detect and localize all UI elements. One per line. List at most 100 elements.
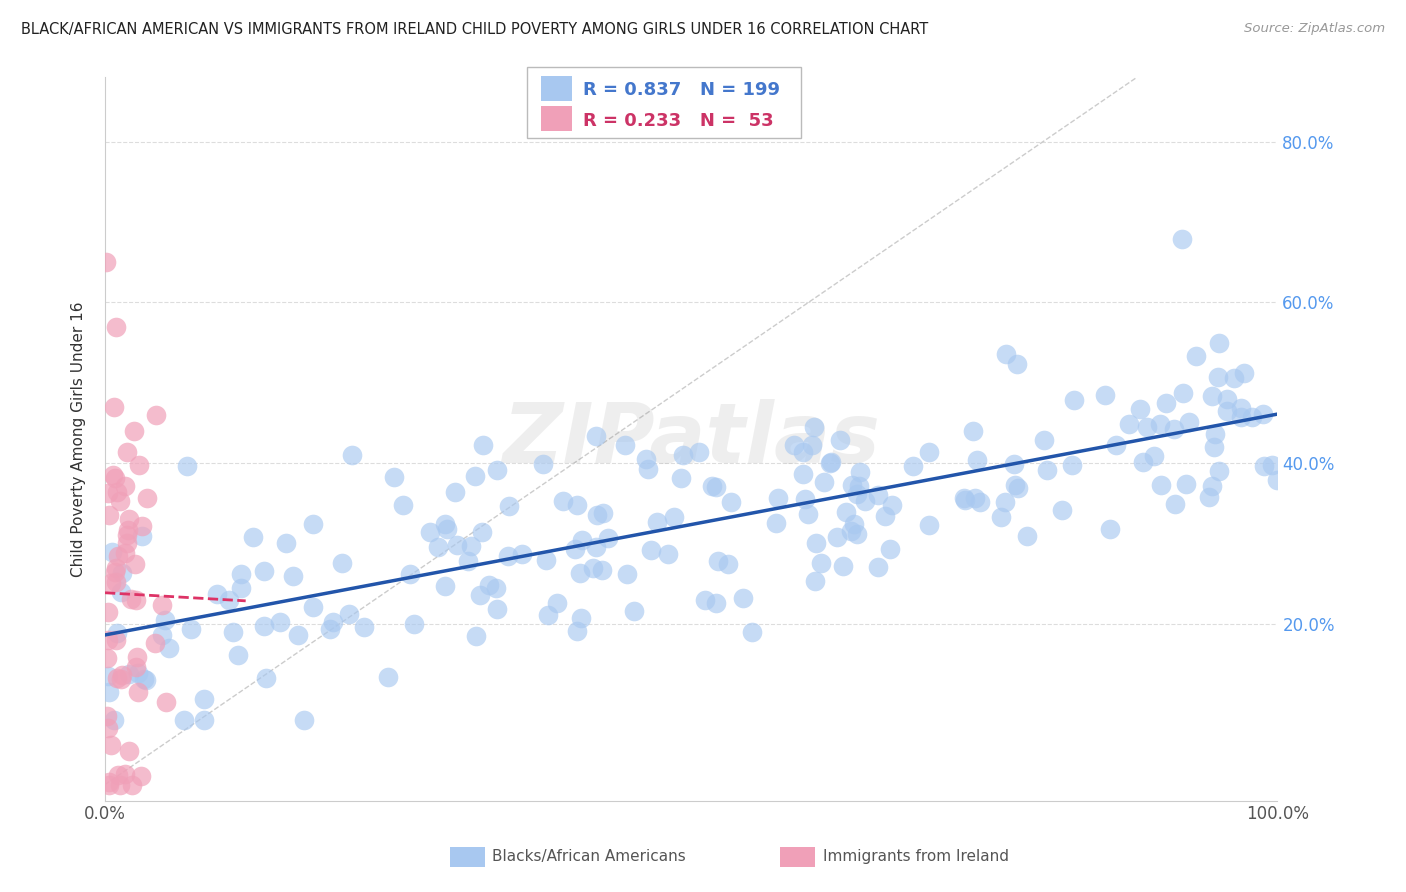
Point [105,561,128,575]
Point [402,617,425,632]
Point [1222,370,1244,384]
Point [111,566,134,581]
Point [693,593,716,607]
Point [1105,437,1128,451]
Point [478,577,501,591]
Point [98,778,121,792]
Point [801,438,824,452]
Point [1062,458,1084,472]
Point [1253,407,1275,421]
Point [1204,427,1226,442]
Point [1136,419,1159,434]
Point [1063,392,1085,407]
Point [1216,392,1239,406]
Point [465,629,488,643]
Point [585,508,607,522]
Point [918,517,941,532]
Point [868,488,890,502]
Point [846,527,869,541]
Point [1185,349,1208,363]
Point [1032,433,1054,447]
Point [657,547,679,561]
Point [330,556,353,570]
Point [496,549,519,564]
Point [1163,422,1185,436]
Y-axis label: Child Poverty Among Girls Under 16: Child Poverty Among Girls Under 16 [72,301,86,577]
Point [242,530,264,544]
Point [131,519,153,533]
Point [803,420,825,434]
Point [145,408,167,422]
Point [353,620,375,634]
Point [846,487,869,501]
Point [804,574,827,589]
Point [882,498,904,512]
Point [104,320,127,334]
Point [103,713,125,727]
Point [108,778,131,792]
Point [153,613,176,627]
Point [100,738,122,752]
Point [813,475,835,489]
Point [672,448,695,462]
Point [419,524,441,539]
Point [842,516,865,531]
Point [1036,463,1059,477]
Point [918,444,941,458]
Point [101,545,124,559]
Point [498,499,520,513]
Point [592,507,614,521]
Point [464,469,486,483]
Point [510,547,533,561]
Point [1208,464,1230,478]
Point [1132,455,1154,469]
Point [565,498,588,512]
Point [585,541,607,555]
Point [551,494,574,508]
Text: Source: ZipAtlas.com: Source: ZipAtlas.com [1244,22,1385,36]
Point [1201,478,1223,492]
Point [792,467,814,481]
Point [104,574,127,589]
Point [1005,357,1028,371]
Point [1149,417,1171,432]
Point [283,569,305,583]
Point [853,494,876,508]
Point [848,478,870,492]
Point [96,255,118,269]
Text: BLACK/AFRICAN AMERICAN VS IMMIGRANTS FROM IRELAND CHILD POVERTY AMONG GIRLS UNDE: BLACK/AFRICAN AMERICAN VS IMMIGRANTS FRO… [21,22,928,37]
Point [103,400,125,414]
Point [634,452,657,467]
Point [287,627,309,641]
Point [468,589,491,603]
Point [797,507,820,521]
Point [1150,478,1173,492]
Point [97,605,120,619]
Point [129,769,152,783]
Point [1007,482,1029,496]
Point [969,495,991,509]
Point [269,615,291,630]
Point [100,575,122,590]
Point [662,509,685,524]
Point [1143,449,1166,463]
Point [820,455,842,469]
Point [443,485,465,500]
Point [567,624,589,639]
Text: Blacks/African Americans: Blacks/African Americans [492,849,686,863]
Point [669,471,692,485]
Point [127,650,149,665]
Point [115,444,138,458]
Point [110,672,132,686]
Point [472,438,495,452]
Point [111,668,134,682]
Point [585,429,607,443]
Point [398,566,420,581]
Point [990,510,1012,524]
Point [125,592,148,607]
Point [825,530,848,544]
Point [828,433,851,447]
Point [319,622,342,636]
Point [107,768,129,782]
Point [1004,478,1026,492]
